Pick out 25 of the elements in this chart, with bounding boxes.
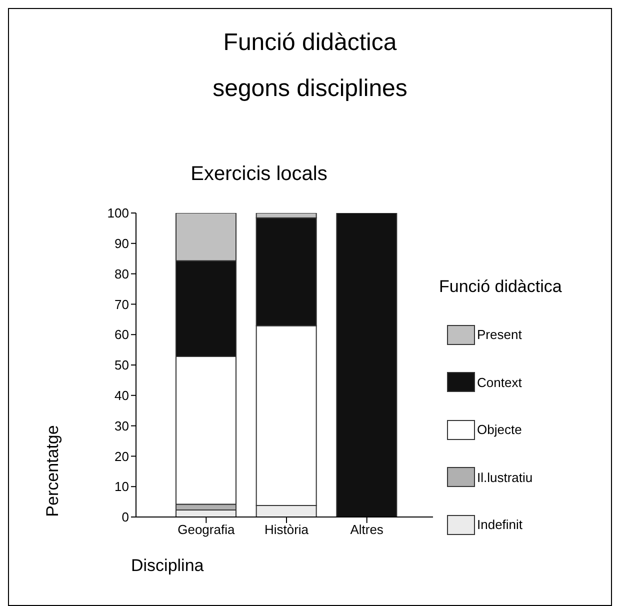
- y-tick-label: 50: [114, 358, 129, 373]
- y-tick-label: 60: [114, 327, 129, 342]
- legend-label: Il.lustratiu: [477, 470, 533, 485]
- legend-label: Context: [477, 374, 522, 390]
- y-tick-label: 40: [114, 388, 129, 404]
- y-tick-label: 0: [122, 510, 129, 525]
- y-tick-label: 90: [114, 236, 129, 252]
- x-tick-label: Altres: [350, 522, 384, 538]
- legend-label: Present: [477, 327, 522, 342]
- legend-title: Funció didàctica: [439, 277, 562, 297]
- y-tick-label: 10: [114, 479, 129, 494]
- x-tick-label: Geografia: [178, 522, 236, 538]
- x-tick-label: Història: [264, 522, 310, 538]
- y-axis-title: Percentatge: [43, 425, 63, 517]
- chart-subtitle: Exercicis locals: [190, 163, 328, 186]
- x-axis-title: Disciplina: [131, 556, 204, 576]
- y-tick-label: 30: [114, 418, 129, 434]
- legend-label: Objecte: [477, 422, 522, 438]
- y-tick-label: 80: [114, 266, 129, 282]
- y-tick-label: 70: [114, 296, 129, 312]
- y-tick-label: 100: [107, 206, 129, 221]
- bar: [336, 213, 398, 517]
- legend-label: Indefinit: [477, 517, 523, 532]
- chart-title: Funció didàctica segons disciplines: [212, 29, 408, 103]
- y-tick-label: 20: [114, 448, 129, 464]
